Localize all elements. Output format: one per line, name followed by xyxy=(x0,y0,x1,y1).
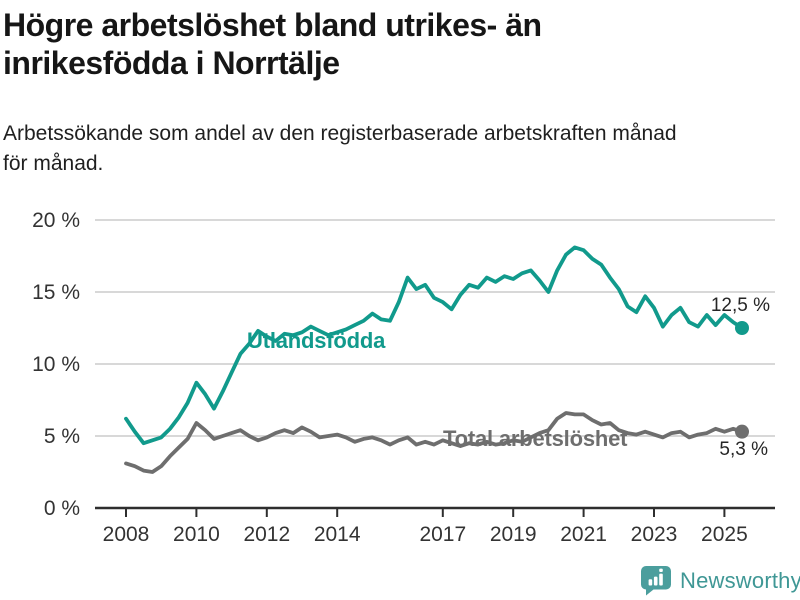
series-label-total-arbetsloshet: Total arbetslöshet xyxy=(443,426,628,451)
newsworthy-brand-name: Newsworthy xyxy=(680,567,800,593)
end-value-label-total: 5,3 % xyxy=(719,439,768,460)
newsworthy-logo[interactable]: Newsworthy xyxy=(640,564,800,597)
x-tick-label: 2014 xyxy=(314,523,361,546)
x-tick-label: 2010 xyxy=(173,523,220,546)
y-tick-label: 0 % xyxy=(44,497,80,520)
x-tick-label: 2021 xyxy=(560,523,607,546)
x-tick-label: 2023 xyxy=(631,523,678,546)
y-tick-label: 5 % xyxy=(44,425,80,448)
y-tick-label: 20 % xyxy=(32,209,80,232)
x-tick-label: 2012 xyxy=(243,523,290,546)
page-subtitle: Arbetssökande som andel av den registerb… xyxy=(3,122,677,175)
series-end-dot-total-arbetsl-shet xyxy=(735,424,749,439)
series-line-utlandsf-dda xyxy=(124,245,744,446)
series-end-dot-utlandsf-dda xyxy=(735,321,749,335)
y-tick-label: 15 % xyxy=(32,281,80,304)
page-title: Högre arbetslöshet bland utrikes- än inr… xyxy=(3,7,542,82)
x-tick-label: 2025 xyxy=(701,523,748,546)
y-tick-label: 10 % xyxy=(32,353,80,376)
x-tick-label: 2017 xyxy=(419,523,466,546)
end-value-label-utlandsfodda: 12,5 % xyxy=(710,295,770,316)
series-label-utlandsfodda: Utlandsfödda xyxy=(247,328,386,353)
newsworthy-chart-bubble-icon xyxy=(641,566,671,596)
x-tick-label: 2019 xyxy=(490,523,537,546)
x-tick-label: 2008 xyxy=(103,523,150,546)
series-line-total-arbetsl-shet xyxy=(124,411,744,474)
